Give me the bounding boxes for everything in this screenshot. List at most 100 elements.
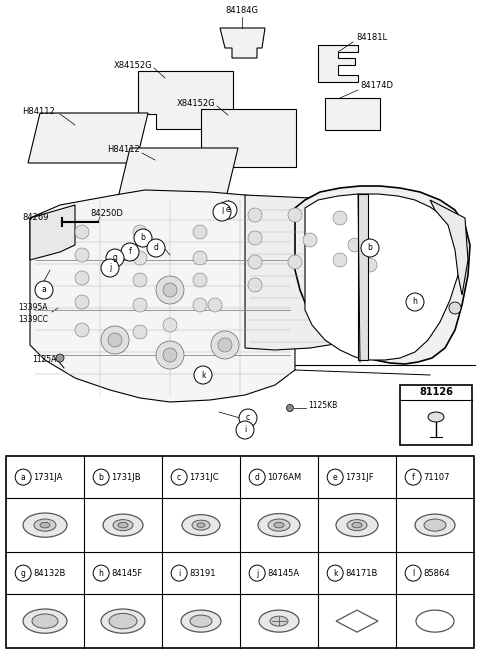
Circle shape (101, 259, 119, 277)
Text: 1339CC: 1339CC (18, 316, 48, 325)
Bar (6, 456, 474, 648)
Circle shape (248, 255, 262, 269)
Polygon shape (220, 28, 265, 58)
Circle shape (93, 469, 109, 485)
Circle shape (133, 298, 147, 312)
Circle shape (101, 326, 129, 354)
Polygon shape (305, 194, 462, 360)
Circle shape (288, 208, 302, 222)
Circle shape (133, 251, 147, 265)
Circle shape (15, 469, 31, 485)
Ellipse shape (274, 522, 284, 528)
Text: 84132B: 84132B (33, 569, 66, 578)
Circle shape (75, 295, 89, 309)
Ellipse shape (190, 615, 212, 627)
Circle shape (156, 341, 184, 369)
Circle shape (361, 239, 379, 257)
Text: k: k (201, 371, 205, 380)
Polygon shape (137, 71, 232, 129)
Circle shape (211, 331, 239, 359)
Circle shape (15, 565, 31, 581)
Circle shape (218, 338, 232, 352)
Text: l: l (221, 207, 223, 216)
Circle shape (248, 208, 262, 222)
Text: a: a (42, 285, 47, 295)
Ellipse shape (415, 514, 455, 536)
Ellipse shape (118, 522, 128, 528)
Ellipse shape (23, 609, 67, 633)
Text: d: d (255, 472, 260, 482)
Text: i: i (178, 569, 180, 578)
Circle shape (75, 271, 89, 285)
Circle shape (194, 366, 212, 384)
Polygon shape (30, 205, 75, 260)
Circle shape (327, 469, 343, 485)
Circle shape (133, 325, 147, 339)
Circle shape (93, 565, 109, 581)
Text: k: k (333, 569, 337, 578)
Circle shape (56, 354, 64, 362)
Text: X84152G: X84152G (176, 98, 215, 108)
Ellipse shape (259, 610, 299, 632)
Circle shape (134, 229, 152, 247)
Bar (325, 98, 380, 130)
Ellipse shape (270, 616, 288, 626)
Circle shape (303, 233, 317, 247)
Circle shape (249, 565, 265, 581)
Circle shape (193, 251, 207, 265)
Circle shape (239, 409, 257, 427)
Bar (400, 385, 472, 445)
Circle shape (108, 333, 122, 347)
Text: 84181L: 84181L (356, 33, 387, 43)
Text: H84112: H84112 (22, 108, 55, 117)
Text: X84152G: X84152G (113, 60, 152, 70)
Text: 1731JF: 1731JF (345, 472, 374, 482)
Ellipse shape (32, 614, 58, 628)
Text: l: l (412, 569, 414, 578)
Circle shape (363, 258, 377, 272)
Text: 84269: 84269 (22, 213, 48, 222)
Ellipse shape (424, 519, 446, 531)
Ellipse shape (352, 522, 362, 528)
Circle shape (208, 298, 222, 312)
Circle shape (35, 281, 53, 299)
Text: H84112: H84112 (107, 146, 140, 155)
Ellipse shape (109, 613, 137, 629)
Text: c: c (177, 472, 181, 482)
Circle shape (171, 469, 187, 485)
Text: 1125AE: 1125AE (32, 356, 61, 365)
Polygon shape (430, 200, 468, 295)
Circle shape (213, 203, 231, 221)
Ellipse shape (197, 523, 205, 527)
Text: g: g (113, 253, 118, 262)
Circle shape (193, 225, 207, 239)
Text: i: i (244, 426, 246, 434)
Circle shape (406, 293, 424, 311)
Circle shape (449, 302, 461, 314)
Text: j: j (256, 569, 258, 578)
Polygon shape (30, 190, 295, 402)
Text: h: h (413, 298, 418, 306)
Text: 83191: 83191 (189, 569, 216, 578)
Text: 13395A: 13395A (18, 304, 48, 312)
Text: 84184G: 84184G (226, 6, 259, 15)
Text: b: b (368, 243, 372, 253)
Text: g: g (21, 569, 25, 578)
Ellipse shape (268, 519, 290, 531)
Circle shape (193, 298, 207, 312)
Circle shape (333, 211, 347, 225)
Text: 84145A: 84145A (267, 569, 300, 578)
Circle shape (156, 276, 184, 304)
Ellipse shape (40, 522, 50, 528)
Text: b: b (141, 234, 145, 243)
Circle shape (171, 565, 187, 581)
Circle shape (193, 273, 207, 287)
Ellipse shape (428, 412, 444, 422)
Circle shape (405, 565, 421, 581)
Text: e: e (226, 205, 230, 215)
Circle shape (327, 565, 343, 581)
Ellipse shape (192, 520, 210, 530)
Circle shape (106, 249, 124, 267)
Ellipse shape (113, 520, 133, 531)
Text: e: e (333, 472, 337, 482)
